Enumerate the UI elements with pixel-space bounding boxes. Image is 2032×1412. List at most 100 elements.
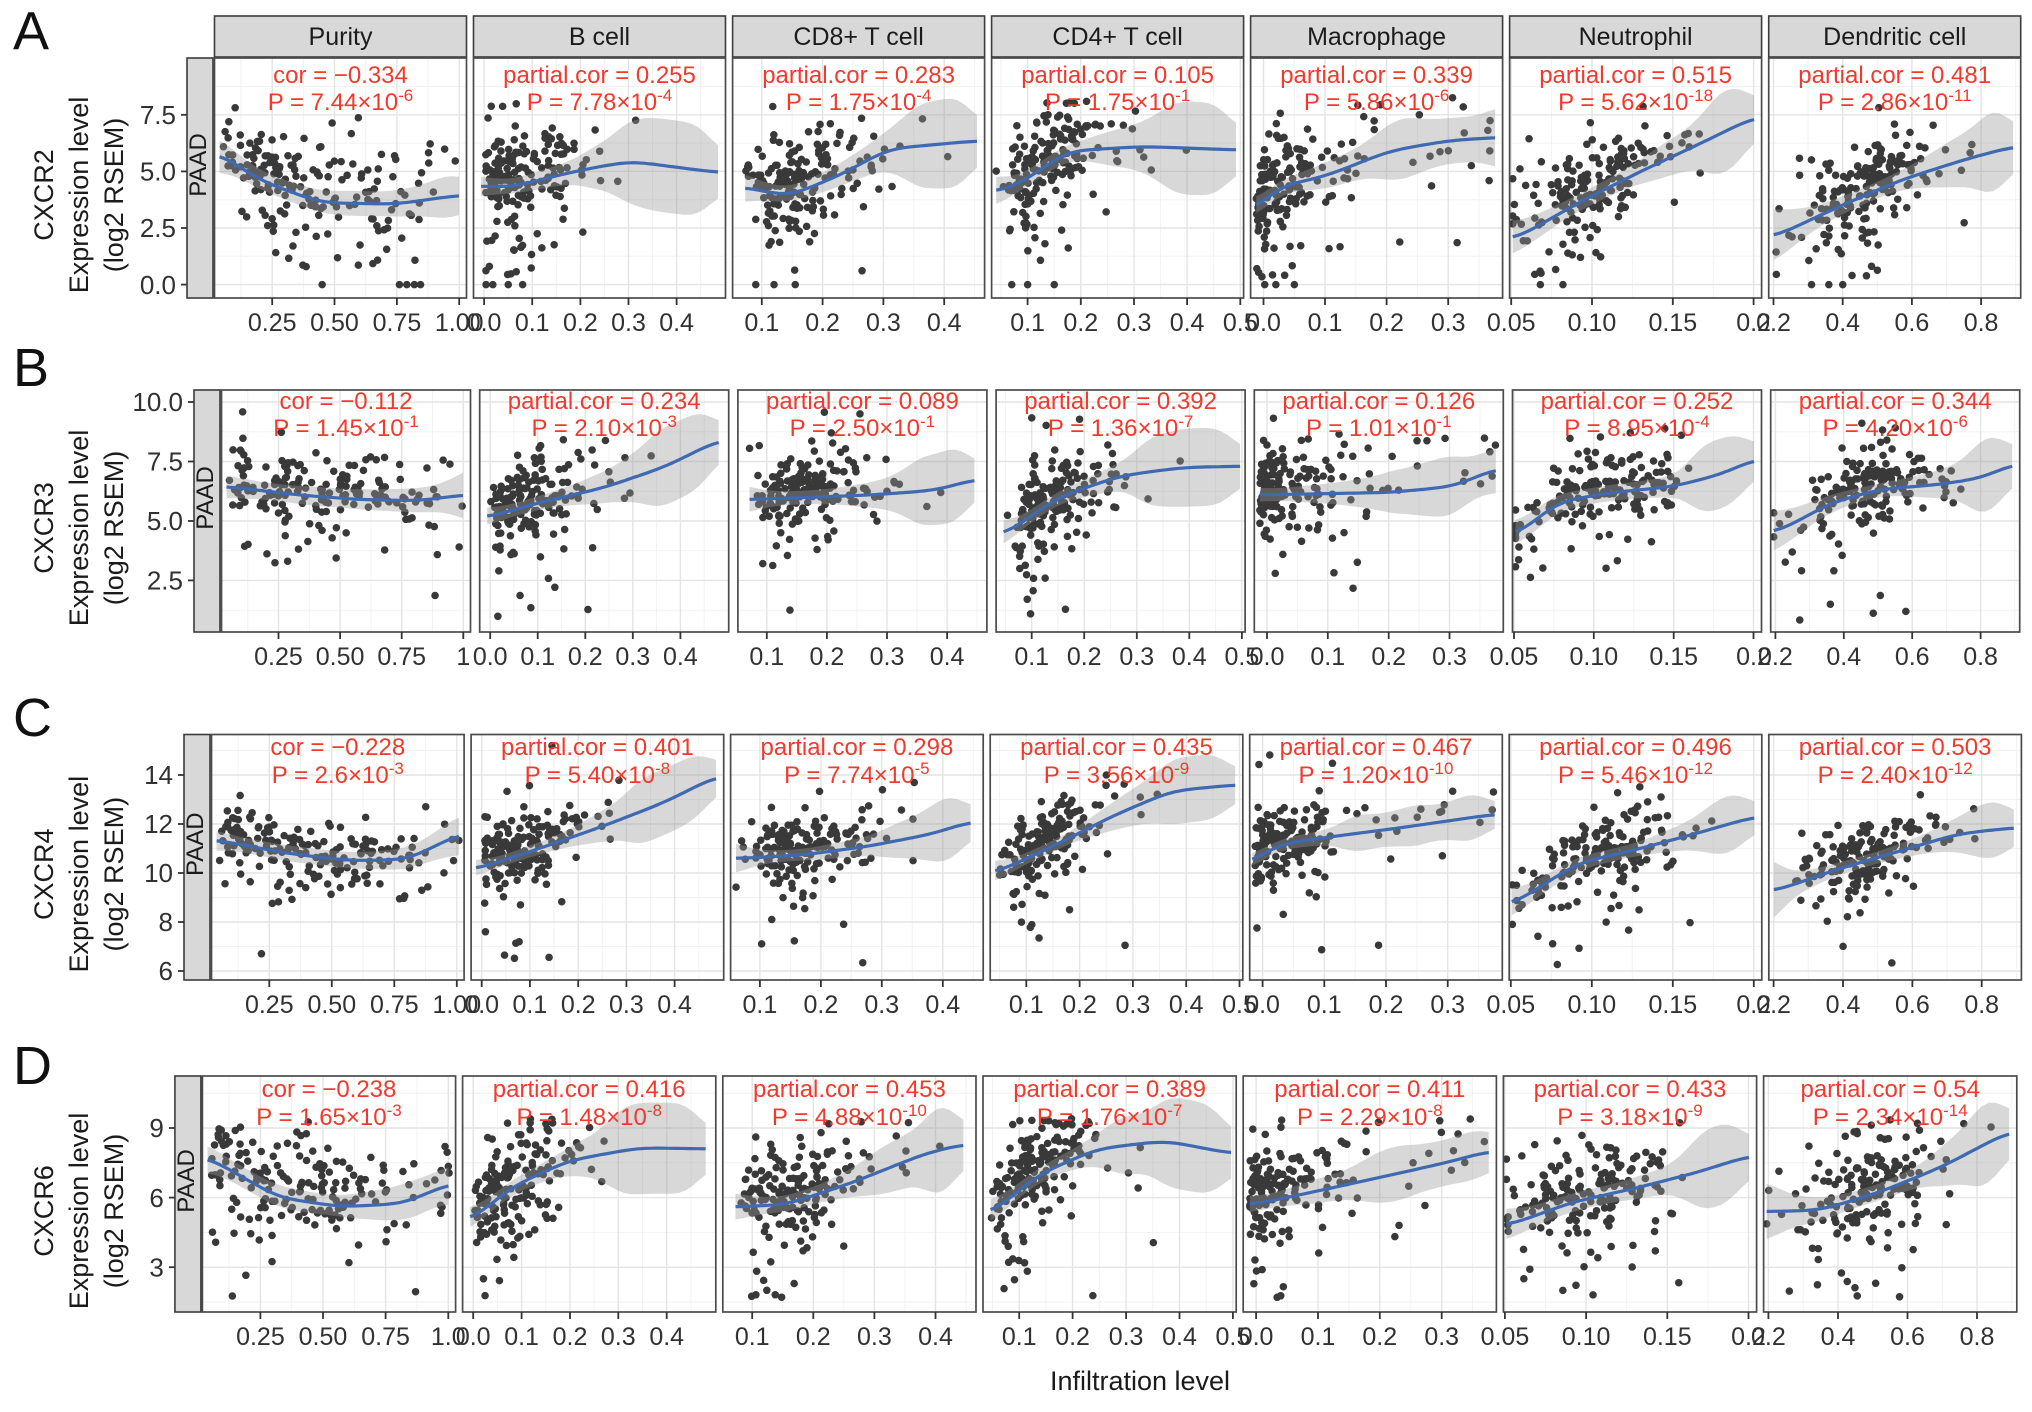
- svg-text:partial.cor = 0.435: partial.cor = 0.435: [1020, 734, 1213, 761]
- svg-text:0.5: 0.5: [1225, 643, 1260, 671]
- svg-text:0.2: 0.2: [1067, 643, 1102, 671]
- svg-text:14: 14: [144, 760, 173, 790]
- svg-text:0.25: 0.25: [248, 309, 297, 337]
- svg-text:Dendritic cell: Dendritic cell: [1823, 23, 1966, 51]
- svg-text:0.4: 0.4: [1172, 643, 1207, 671]
- svg-text:0.1: 0.1: [1308, 309, 1343, 337]
- svg-text:partial.cor = 0.411: partial.cor = 0.411: [1274, 1076, 1465, 1103]
- svg-text:6: 6: [159, 956, 173, 986]
- svg-text:7.5: 7.5: [147, 447, 183, 477]
- svg-text:0.0: 0.0: [140, 270, 176, 300]
- svg-text:A: A: [13, 1, 49, 61]
- svg-text:Macrophage: Macrophage: [1307, 23, 1446, 51]
- svg-text:partial.cor = 0.339: partial.cor = 0.339: [1280, 62, 1473, 89]
- svg-text:P = 2.86×10-11: P = 2.86×10-11: [1818, 86, 1972, 116]
- svg-text:P = 1.20×10-10: P = 1.20×10-10: [1299, 759, 1454, 789]
- svg-text:0.5: 0.5: [1222, 991, 1257, 1019]
- svg-text:0.4: 0.4: [927, 309, 962, 337]
- svg-text:0.6: 0.6: [1895, 309, 1930, 337]
- svg-text:PAAD: PAAD: [173, 1149, 200, 1213]
- svg-text:PAAD: PAAD: [182, 812, 209, 876]
- svg-text:0.2: 0.2: [1758, 643, 1793, 671]
- svg-text:0.75: 0.75: [377, 643, 426, 671]
- svg-text:0.4: 0.4: [925, 991, 960, 1019]
- svg-text:0.25: 0.25: [254, 643, 303, 671]
- svg-text:partial.cor = 0.515: partial.cor = 0.515: [1539, 62, 1732, 89]
- svg-text:5.0: 5.0: [147, 506, 183, 536]
- svg-text:7.5: 7.5: [140, 100, 176, 130]
- svg-text:P = 7.74×10-5: P = 7.74×10-5: [784, 759, 929, 789]
- svg-text:5.0: 5.0: [140, 157, 176, 187]
- svg-text:0.3: 0.3: [1430, 991, 1465, 1019]
- svg-text:partial.cor = 0.234: partial.cor = 0.234: [508, 388, 701, 415]
- svg-text:partial.cor = 0.453: partial.cor = 0.453: [753, 1076, 946, 1103]
- svg-text:0.3: 0.3: [615, 643, 650, 671]
- svg-text:B: B: [13, 338, 49, 398]
- svg-text:0.3: 0.3: [1117, 309, 1152, 337]
- svg-text:0.50: 0.50: [307, 991, 356, 1019]
- svg-text:0.2: 0.2: [1063, 309, 1098, 337]
- svg-text:P = 1.01×10-1: P = 1.01×10-1: [1306, 412, 1451, 442]
- svg-text:partial.cor = 0.416: partial.cor = 0.416: [493, 1076, 686, 1103]
- svg-text:0.2: 0.2: [796, 1323, 831, 1351]
- svg-text:0.2: 0.2: [1055, 1323, 1090, 1351]
- svg-text:D: D: [13, 1036, 52, 1096]
- svg-text:0.2: 0.2: [563, 309, 598, 337]
- svg-text:P = 4.88×10-10: P = 4.88×10-10: [772, 1101, 927, 1131]
- svg-text:0.2: 0.2: [1362, 1323, 1397, 1351]
- svg-text:CD8+ T cell: CD8+ T cell: [793, 23, 923, 51]
- svg-text:0.2: 0.2: [1371, 643, 1406, 671]
- svg-text:P = 5.86×10-6: P = 5.86×10-6: [1304, 86, 1449, 116]
- svg-text:3: 3: [149, 1252, 163, 1282]
- svg-text:partial.cor = 0.481: partial.cor = 0.481: [1798, 62, 1991, 89]
- svg-text:0.8: 0.8: [1964, 991, 1999, 1019]
- svg-text:0.2: 0.2: [1736, 643, 1771, 671]
- svg-text:0.2: 0.2: [1751, 1323, 1786, 1351]
- svg-text:0.1: 0.1: [1310, 643, 1345, 671]
- svg-text:0.3: 0.3: [1431, 309, 1466, 337]
- svg-text:P = 2.29×10-8: P = 2.29×10-8: [1297, 1101, 1442, 1131]
- svg-text:0.2: 0.2: [1369, 991, 1404, 1019]
- svg-text:2.5: 2.5: [140, 213, 176, 243]
- svg-text:partial.cor = 0.283: partial.cor = 0.283: [762, 62, 955, 89]
- svg-text:Expression level: Expression level: [64, 430, 94, 627]
- svg-text:0.6: 0.6: [1895, 643, 1930, 671]
- svg-text:0.2: 0.2: [1756, 991, 1791, 1019]
- svg-text:0.0: 0.0: [464, 991, 499, 1019]
- svg-text:Expression level: Expression level: [64, 1113, 94, 1310]
- svg-text:0.0: 0.0: [1239, 1323, 1274, 1351]
- svg-text:0.3: 0.3: [864, 991, 899, 1019]
- svg-text:0.0: 0.0: [467, 309, 502, 337]
- svg-text:0.1: 0.1: [504, 1323, 539, 1351]
- svg-text:1.00: 1.00: [432, 991, 481, 1019]
- svg-text:P = 1.36×10-7: P = 1.36×10-7: [1048, 412, 1193, 442]
- svg-text:0.2: 0.2: [1736, 991, 1771, 1019]
- svg-text:0.1: 0.1: [513, 991, 548, 1019]
- svg-text:0.1: 0.1: [749, 643, 784, 671]
- svg-text:partial.cor = 0.344: partial.cor = 0.344: [1799, 388, 1992, 415]
- svg-text:0.1: 0.1: [743, 991, 778, 1019]
- svg-text:0.0: 0.0: [1245, 991, 1280, 1019]
- svg-text:CXCR3: CXCR3: [29, 482, 59, 574]
- svg-text:Expression level: Expression level: [64, 97, 94, 294]
- svg-text:0.50: 0.50: [310, 309, 359, 337]
- svg-text:0.05: 0.05: [1490, 643, 1539, 671]
- svg-text:P = 7.44×10-6: P = 7.44×10-6: [268, 86, 413, 116]
- svg-text:0.3: 0.3: [611, 309, 646, 337]
- svg-text:0.3: 0.3: [1424, 1323, 1459, 1351]
- svg-text:P = 2.34×10-14: P = 2.34×10-14: [1813, 1101, 1968, 1131]
- svg-text:0.2: 0.2: [1731, 1323, 1766, 1351]
- svg-text:0.75: 0.75: [373, 309, 422, 337]
- svg-text:0.05: 0.05: [1481, 1323, 1530, 1351]
- svg-text:0.4: 0.4: [1162, 1323, 1197, 1351]
- svg-text:0.3: 0.3: [866, 309, 901, 337]
- svg-text:0.1: 0.1: [1307, 991, 1342, 1019]
- svg-text:0.15: 0.15: [1649, 643, 1698, 671]
- svg-text:CXCR4: CXCR4: [29, 828, 59, 920]
- svg-text:PAAD: PAAD: [192, 466, 219, 530]
- svg-text:P = 7.78×10-4: P = 7.78×10-4: [527, 86, 672, 116]
- svg-text:partial.cor = 0.54: partial.cor = 0.54: [1800, 1076, 1979, 1103]
- svg-text:0.8: 0.8: [1960, 1323, 1995, 1351]
- svg-text:0.2: 0.2: [1736, 309, 1771, 337]
- svg-text:partial.cor = 0.392: partial.cor = 0.392: [1024, 388, 1217, 415]
